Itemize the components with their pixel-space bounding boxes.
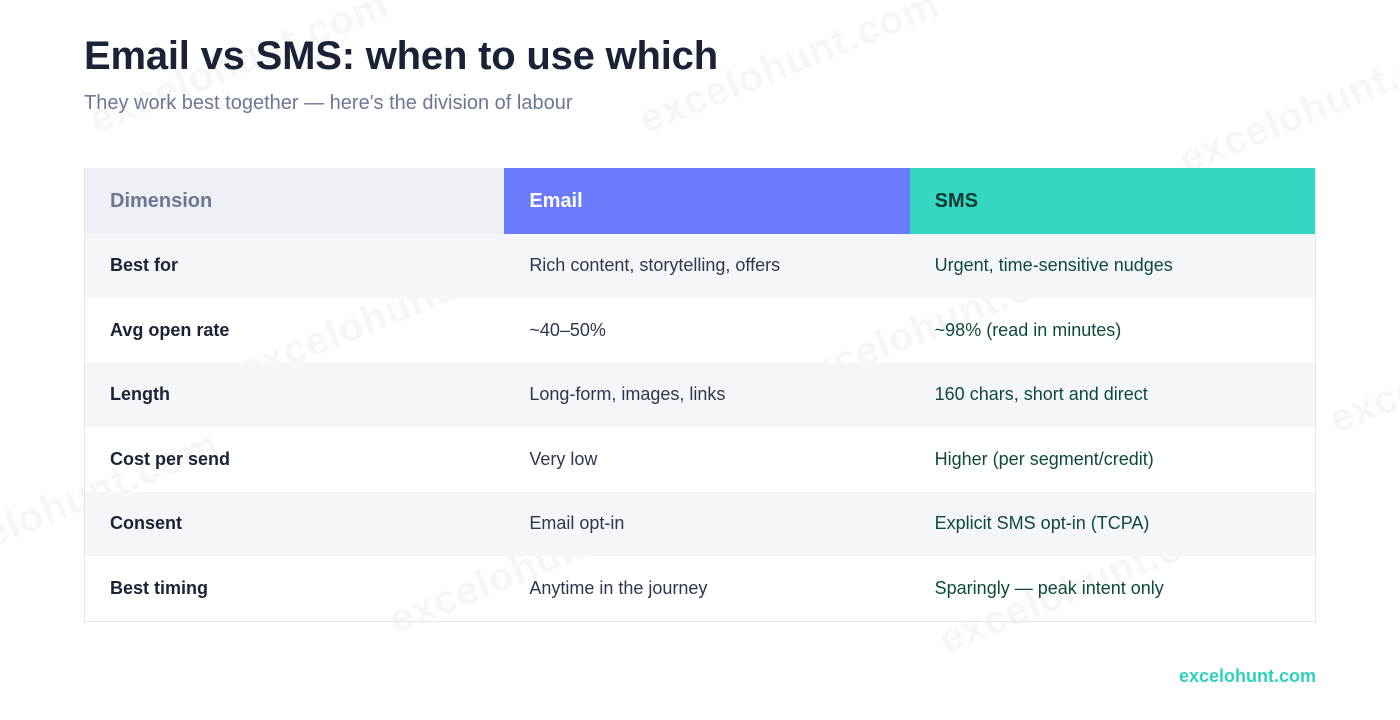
table-row: Avg open rate ~40–50% ~98% (read in minu… xyxy=(85,298,1315,363)
row-sms-value: 160 chars, short and direct xyxy=(934,384,1148,405)
page-title: Email vs SMS: when to use which xyxy=(84,34,718,78)
header-email: Email xyxy=(504,168,910,235)
brand-footer: excelohunt.com xyxy=(1178,666,1316,686)
table-row: Length Long-form, images, links 160 char… xyxy=(85,362,1315,427)
row-sms-value: Urgent, time-sensitive nudges xyxy=(934,255,1173,276)
table-header-row: Dimension Email SMS xyxy=(85,168,1315,235)
row-sms-value: Sparingly — peak intent only xyxy=(934,577,1164,598)
watermark: excelohunt.com xyxy=(1323,282,1400,443)
row-email-value: Long-form, images, links xyxy=(529,384,726,405)
row-dimension: Best timing xyxy=(110,577,209,598)
row-dimension: Avg open rate xyxy=(110,319,230,340)
row-sms-value: Explicit SMS opt-in (TCPA) xyxy=(934,513,1150,534)
header-dimension: Dimension xyxy=(85,168,505,235)
row-dimension: Consent xyxy=(110,513,182,534)
table-row: Best for Rich content, storytelling, off… xyxy=(85,233,1315,298)
watermark: excelohunt.com xyxy=(1173,22,1400,183)
row-dimension: Length xyxy=(110,384,170,405)
table-row: Best timing Anytime in the journey Spari… xyxy=(85,556,1315,621)
comparison-table: Dimension Email SMS Best for Rich conten… xyxy=(84,168,1316,622)
row-sms-value: ~98% (read in minutes) xyxy=(934,319,1122,340)
row-email-value: Anytime in the journey xyxy=(529,577,708,598)
page-subtitle: They work best together — here's the div… xyxy=(84,92,573,114)
table-row: Consent Email opt-in Explicit SMS opt-in… xyxy=(85,491,1315,556)
header-sms: SMS xyxy=(909,168,1315,235)
row-email-value: ~40–50% xyxy=(529,319,606,340)
row-email-value: Rich content, storytelling, offers xyxy=(529,255,781,276)
row-email-value: Email opt-in xyxy=(529,513,625,534)
table-row: Cost per send Very low Higher (per segme… xyxy=(85,427,1315,492)
row-dimension: Cost per send xyxy=(110,448,231,469)
row-dimension: Best for xyxy=(110,255,179,276)
row-email-value: Very low xyxy=(529,448,598,469)
row-sms-value: Higher (per segment/credit) xyxy=(934,448,1154,469)
